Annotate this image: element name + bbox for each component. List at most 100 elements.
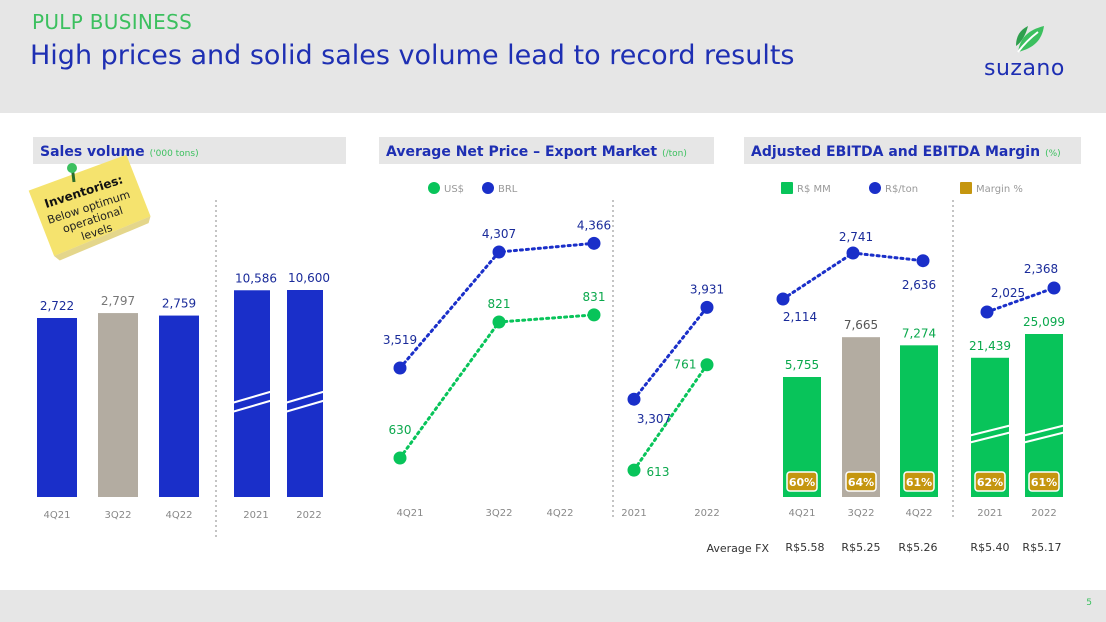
sales-value-label-4Q21: 2,722 [40,299,74,313]
avg-fx-value-4Q21: R$5.58 [785,541,824,554]
price-label-US$-2021: 613 [647,465,670,479]
avg-fx-label: Average FX [706,542,769,555]
ebitda-bar-3Q22 [842,337,880,497]
ebitda-axis-break-line [1021,431,1067,444]
ebitda-mm-label-2021: 21,439 [969,339,1011,353]
sales-value-label-3Q22: 2,797 [101,294,135,308]
sticky-note-paper [28,154,151,256]
price-point-BRL-4Q21 [393,361,407,375]
price-legend-label-US$: US$ [444,184,464,195]
price-label-BRL-2022: 3,931 [690,282,724,296]
price-label-US$-3Q22: 821 [488,297,511,311]
sales-volume-title-bar [33,137,346,164]
price-tick-2022: 2022 [694,508,719,519]
margin-label-2021: 62% [977,476,1003,489]
suzano-logo: suzano [984,22,1084,86]
margin-badge-3Q22 [845,471,877,492]
sales-tick-4Q21: 4Q21 [44,510,71,521]
price-tick-4Q22: 4Q22 [547,508,574,519]
ebitda-legend-label-R$ MM: R$ MM [797,184,831,195]
ebitda-tick-4Q22: 4Q22 [906,508,933,519]
ebitda-legend-marker-R$ MM [781,182,793,194]
header: PULP BUSINESS High prices and solid sale… [0,0,1106,113]
price-point-US$-4Q22 [587,308,601,322]
price-label-BRL-4Q21: 3,519 [383,333,417,347]
push-pin-icon [67,163,77,173]
price-point-US$-2022 [700,358,714,372]
ebitda-rton-point-4Q22 [916,254,930,268]
price-legend-marker-US$ [428,182,440,194]
margin-label-3Q22: 64% [848,476,874,489]
net-price-title-bar [379,137,714,164]
inventories-sticky-note: Inventories:Below optimumoperationalleve… [28,154,151,261]
price-tick-2021: 2021 [621,508,646,519]
net-price-unit: (/ton) [662,149,687,159]
price-line-BRL [632,305,709,401]
ebitda-mm-label-4Q21: 5,755 [785,358,819,372]
price-line-US$ [632,363,709,472]
ebitda-tick-2021: 2021 [977,508,1002,519]
price-point-US$-3Q22 [492,315,506,329]
ebitda-rton-line [985,286,1056,314]
ebitda-mm-label-3Q22: 7,665 [844,318,878,332]
sales-bar-4Q21 [37,318,77,497]
sales-value-label-2021: 10,586 [235,271,277,285]
ebitda-rton-point-3Q22 [846,246,860,260]
price-point-US$-4Q21 [393,451,407,465]
ebitda-rton-point-2021 [980,305,994,319]
price-tick-3Q22: 3Q22 [486,508,513,519]
page-title: High prices and solid sales volume lead … [30,40,795,71]
ebitda-tick-4Q21: 4Q21 [789,508,816,519]
ebitda-title: Adjusted EBITDA and EBITDA Margin [751,144,1040,160]
sales-tick-4Q22: 4Q22 [166,510,193,521]
price-point-BRL-2021 [627,392,641,406]
ebitda-axis-break-line [967,431,1013,444]
price-point-BRL-4Q22 [587,236,601,250]
margin-label-4Q22: 61% [906,476,932,489]
ebitda-tick-2022: 2022 [1031,508,1056,519]
avg-fx-value-4Q22: R$5.26 [898,541,937,554]
sales-axis-break-line [284,388,334,404]
price-label-BRL-4Q22: 4,366 [577,218,611,232]
logo-text: suzano [984,56,1065,81]
ebitda-rton-point-4Q21 [776,292,790,306]
ebitda-legend-label-R$/ton: R$/ton [885,184,918,195]
avg-fx-value-2021: R$5.40 [970,541,1009,554]
net-price-title: Average Net Price – Export Market [386,144,657,160]
ebitda-tick-3Q22: 3Q22 [848,508,875,519]
ebitda-legend-label-Margin %: Margin % [976,184,1023,195]
ebitda-legend-marker-R$/ton [869,182,881,194]
price-point-US$-2021 [627,463,641,477]
avg-fx-value-3Q22: R$5.25 [841,541,880,554]
margin-label-2022: 61% [1031,476,1057,489]
ebitda-title-bar [744,137,1081,164]
price-line-US$ [398,313,596,460]
price-label-BRL-3Q22: 4,307 [482,227,516,241]
margin-badge-2022 [1028,471,1060,492]
ebitda-axis-break-line [967,424,1013,437]
ebitda-rton-label-2022: 2,368 [1024,262,1058,276]
ebitda-legend-marker-Margin % [960,182,972,194]
sales-tick-2021: 2021 [243,510,268,521]
ebitda-rton-line [781,251,925,301]
ebitda-rton-label-4Q21: 2,114 [783,310,817,324]
price-label-US$-2022: 761 [674,358,697,372]
price-point-BRL-3Q22 [492,245,506,259]
sales-axis-break-line [231,388,281,404]
price-label-US$-4Q22: 831 [583,290,606,304]
sticky-note-shadow [54,216,151,261]
margin-label-4Q21: 60% [789,476,815,489]
margin-badge-4Q22 [903,471,935,492]
main-content: Sales volume ('000 tons) Average Net Price… [0,113,1106,590]
margin-badge-4Q21 [786,471,818,492]
sales-value-label-4Q22: 2,759 [162,297,196,311]
sales-value-label-2022: 10,600 [288,271,330,285]
ebitda-rton-point-2022 [1047,281,1061,295]
sales-volume-unit: ('000 tons) [150,149,199,159]
sales-tick-3Q22: 3Q22 [105,510,132,521]
margin-badge-2021 [974,471,1006,492]
price-tick-4Q21: 4Q21 [397,508,424,519]
ebitda-unit: (%) [1045,149,1061,159]
ebitda-axis-break-line [1021,424,1067,437]
page-number: 5 [1086,598,1092,608]
